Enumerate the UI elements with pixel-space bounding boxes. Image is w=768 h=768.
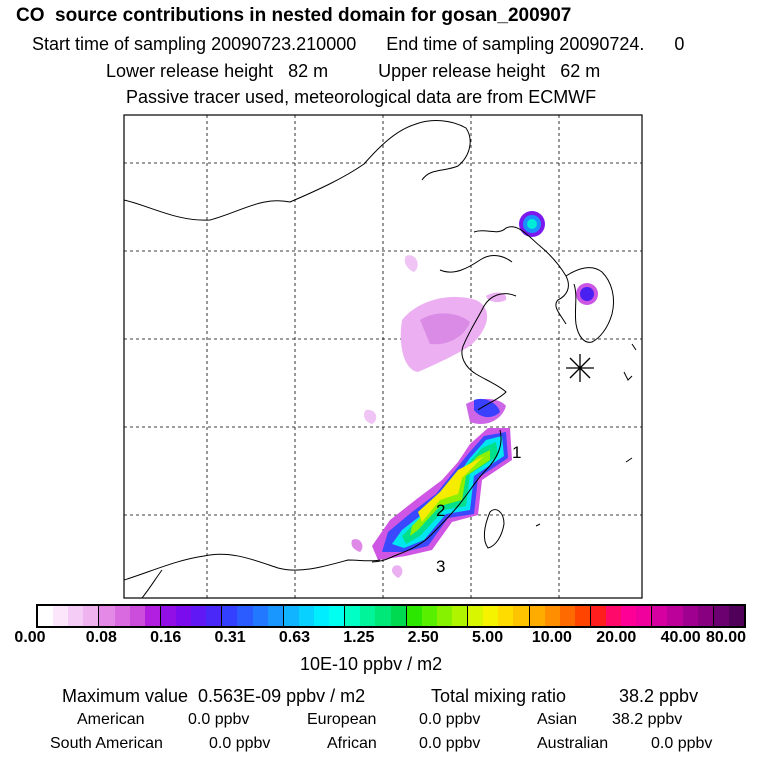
plot-title: CO source contributions in nested domain… bbox=[16, 5, 572, 26]
colorbar-swatch bbox=[498, 606, 514, 626]
african-value: 0.0 ppbv bbox=[419, 735, 481, 752]
colorbar-swatch bbox=[313, 606, 330, 626]
colorbar-tick-label: 20.00 bbox=[596, 629, 637, 646]
american-label: American bbox=[77, 711, 145, 728]
colorbar-swatch bbox=[697, 606, 713, 626]
australian-value: 0.0 ppbv bbox=[651, 735, 713, 752]
colorbar-swatch bbox=[574, 606, 590, 626]
total-mixing-label: Total mixing ratio bbox=[431, 686, 567, 706]
coastlines bbox=[123, 120, 637, 599]
asian-label: Asian bbox=[537, 711, 578, 728]
colorbar-swatch bbox=[53, 606, 69, 626]
colorbar-tick-label: 0.00 bbox=[14, 629, 46, 646]
colorbar-swatch bbox=[483, 606, 499, 626]
colorbar-swatch bbox=[528, 606, 545, 626]
colorbar bbox=[36, 604, 746, 628]
colorbar-tick-label: 10.00 bbox=[531, 629, 572, 646]
colorbar-swatch bbox=[467, 606, 484, 626]
colorbar-tick-label: 1.25 bbox=[343, 629, 375, 646]
map-label-3: 3 bbox=[436, 557, 445, 576]
colorbar-swatch bbox=[237, 606, 253, 626]
colorbar-swatch bbox=[421, 606, 437, 626]
colorbar-swatch bbox=[221, 606, 238, 626]
colorbar-tick-label: 0.31 bbox=[214, 629, 246, 646]
european-value: 0.0 ppbv bbox=[419, 711, 481, 728]
colorbar-swatch bbox=[405, 606, 422, 626]
colorbar-swatch bbox=[712, 606, 729, 626]
colorbar-swatch bbox=[559, 606, 575, 626]
colorbar-swatch bbox=[344, 606, 361, 626]
colorbar-swatch bbox=[329, 606, 345, 626]
plume-field bbox=[351, 211, 598, 578]
colorbar-swatch bbox=[682, 606, 698, 626]
colorbar-swatch bbox=[114, 606, 130, 626]
colorbar-swatch bbox=[282, 606, 299, 626]
colorbar-swatch bbox=[621, 606, 637, 626]
colorbar-tick-label: 0.16 bbox=[150, 629, 182, 646]
colorbar-swatch bbox=[68, 606, 84, 626]
map-label-2: 2 bbox=[436, 501, 445, 520]
colorbar-tick-label: 2.50 bbox=[407, 629, 439, 646]
colorbar-swatch bbox=[390, 606, 406, 626]
european-label: European bbox=[307, 711, 377, 728]
south-american-value: 0.0 ppbv bbox=[209, 735, 271, 752]
colorbar-swatch bbox=[191, 606, 207, 626]
colorbar-swatch bbox=[298, 606, 314, 626]
colorbar-tick-label: 5.00 bbox=[471, 629, 504, 646]
colorbar-swatch bbox=[144, 606, 160, 626]
colorbar-swatch bbox=[436, 606, 452, 626]
australian-label: Australian bbox=[537, 735, 609, 752]
colorbar-swatch bbox=[129, 606, 145, 626]
colorbar-swatch bbox=[451, 606, 468, 626]
colorbar-tick-label: 0.63 bbox=[278, 629, 311, 646]
colorbar-tick-label: 0.08 bbox=[85, 629, 117, 646]
colorbar-swatch bbox=[375, 606, 391, 626]
american-value: 0.0 ppbv bbox=[188, 711, 250, 728]
total-mixing-value: 38.2 ppbv bbox=[619, 686, 699, 706]
map-label-1: 1 bbox=[512, 443, 521, 462]
colorbar-swatch bbox=[252, 606, 268, 626]
receptor-star-marker bbox=[566, 354, 594, 382]
colorbar-swatch bbox=[606, 606, 622, 626]
african-label: African bbox=[327, 735, 377, 752]
asian-value: 38.2 ppbv bbox=[612, 711, 683, 728]
colorbar-swatch bbox=[267, 606, 283, 626]
colorbar-swatch bbox=[38, 606, 54, 626]
colorbar-swatch bbox=[589, 606, 607, 626]
colorbar-swatch bbox=[728, 606, 745, 626]
colorbar-swatch bbox=[98, 606, 115, 626]
colorbar-swatch bbox=[175, 606, 192, 626]
south-american-label: South American bbox=[50, 735, 163, 752]
colorbar-swatch bbox=[360, 606, 376, 626]
colorbar-swatch bbox=[513, 606, 529, 626]
colorbar-swatch bbox=[636, 606, 652, 626]
colorbar-swatch bbox=[544, 606, 560, 626]
lat-lon-grid bbox=[124, 115, 642, 598]
max-value-label: Maximum value 0.563E-09 ppbv / m2 bbox=[62, 686, 366, 706]
colorbar-tick-label: 40.00 bbox=[660, 629, 701, 646]
colorbar-units: 10E-10 ppbv / m2 bbox=[300, 654, 443, 674]
colorbar-swatch bbox=[206, 606, 222, 626]
colorbar-swatch bbox=[159, 606, 176, 626]
colorbar-tick-label: 80.00 bbox=[705, 629, 747, 646]
tracer-info-line: Passive tracer used, meteorological data… bbox=[126, 87, 597, 107]
release-height-line: Lower release height 82 m Upper release … bbox=[106, 61, 601, 81]
colorbar-swatch bbox=[667, 606, 683, 626]
colorbar-swatch bbox=[83, 606, 99, 626]
sampling-time-line: Start time of sampling 20090723.210000 E… bbox=[32, 34, 685, 54]
colorbar-swatch bbox=[651, 606, 668, 626]
